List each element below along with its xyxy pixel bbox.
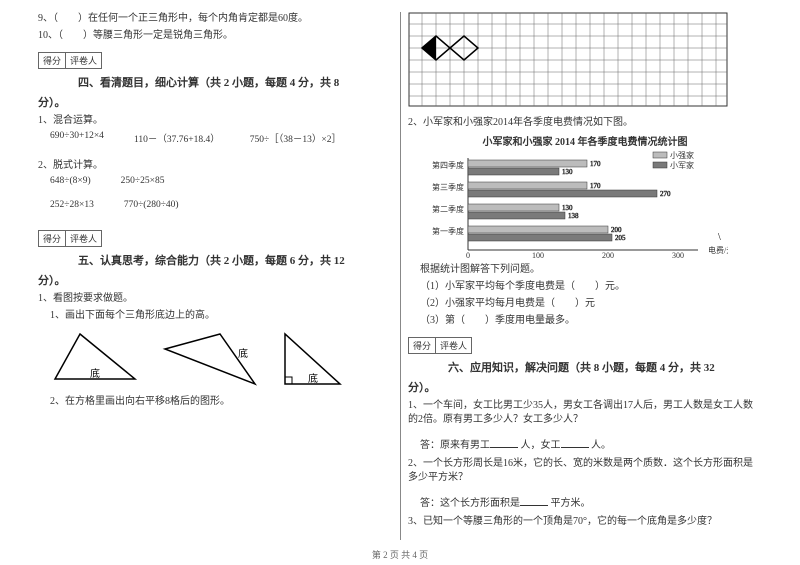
score-label: 得分 bbox=[39, 231, 66, 246]
right-column: 2、小军家和小强家2014年各季度电费情况如下图。 小军家和小强家 2014 年… bbox=[400, 12, 770, 540]
svg-text:205: 205 bbox=[615, 234, 626, 242]
q6-1: 1、一个车间，女工比男工少35人，男女工各调出17人后，男工人数是女工人数的2倍… bbox=[408, 399, 762, 427]
svg-text:300: 300 bbox=[672, 251, 684, 260]
svg-text:170: 170 bbox=[590, 160, 601, 168]
svg-text:\: \ bbox=[718, 232, 721, 243]
calc-row-2: 648÷(8×9) 250÷25×85 bbox=[50, 176, 392, 186]
section-6-title: 六、应用知识，解决问题（共 8 小题，每题 4 分，共 32 bbox=[448, 359, 762, 375]
cq3: （3）第（ ）季度用电量最多。 bbox=[420, 314, 762, 328]
s5-2: 2、在方格里画出向右平移8格后的图形。 bbox=[50, 395, 392, 409]
s4-1: 1、混合运算。 bbox=[38, 114, 392, 128]
svg-text:100: 100 bbox=[532, 251, 544, 260]
svg-text:电费/元: 电费/元 bbox=[708, 245, 728, 255]
score-box-4: 得分 评卷人 bbox=[38, 52, 102, 69]
page-footer: 第 2 页 共 4 页 bbox=[0, 548, 800, 561]
expr: 770÷(280÷40) bbox=[124, 200, 179, 210]
expr: 110－（37.76+18.4） bbox=[134, 131, 220, 145]
score-label: 得分 bbox=[39, 53, 66, 68]
score-box-6: 得分 评卷人 bbox=[408, 337, 472, 354]
left-column: 9、（ ）在任何一个正三角形中，每个内角肯定都是60度。 10、（ ）等腰三角形… bbox=[30, 12, 400, 540]
di-label: 底 bbox=[90, 367, 100, 380]
a6-2: 答：这个长方形面积是 平方米。 bbox=[420, 497, 762, 511]
column-divider bbox=[400, 12, 401, 540]
svg-text:第二季度: 第二季度 bbox=[432, 204, 464, 214]
cq1: （1）小军家平均每个季度电费是（ ）元。 bbox=[420, 280, 762, 294]
calc-row-1: 690÷30+12×4 110－（37.76+18.4） 750÷［（38－13… bbox=[50, 131, 392, 145]
section-4-fen: 分）。 bbox=[38, 94, 392, 110]
di-label: 底 bbox=[238, 347, 248, 360]
s4-2: 2、脱式计算。 bbox=[38, 159, 392, 173]
calc-row-3: 252÷28×13 770÷(280÷40) bbox=[50, 200, 392, 210]
grid-svg bbox=[408, 12, 728, 107]
expr: 750÷［（38－13）×2］ bbox=[250, 131, 341, 145]
svg-text:200: 200 bbox=[602, 251, 614, 260]
legend-a: 小强家 bbox=[670, 150, 694, 160]
q9: 9、（ ）在任何一个正三角形中，每个内角肯定都是60度。 bbox=[38, 12, 392, 26]
triangle-1: 底 bbox=[50, 329, 140, 389]
svg-text:130: 130 bbox=[562, 168, 573, 176]
svg-text:200: 200 bbox=[611, 226, 622, 234]
section-5-title: 五、认真思考，综合能力（共 2 小题，每题 6 分，共 12 bbox=[78, 252, 392, 268]
triangle-row: 底 底 底 bbox=[50, 329, 392, 389]
di-label: 底 bbox=[308, 372, 318, 385]
triangle-3: 底 bbox=[280, 329, 350, 389]
grid-figure bbox=[408, 12, 762, 110]
svg-text:270: 270 bbox=[660, 190, 671, 198]
score-label: 得分 bbox=[409, 338, 436, 353]
section-6-fen: 分）。 bbox=[408, 379, 762, 395]
blank bbox=[490, 447, 518, 448]
q10: 10、（ ）等腰三角形一定是锐角三角形。 bbox=[38, 29, 392, 43]
blank bbox=[561, 447, 589, 448]
chart-title: 小军家和小强家 2014 年各季度电费情况统计图 bbox=[408, 133, 762, 148]
a6-1: 答：原来有男工 人，女工 人。 bbox=[420, 439, 762, 453]
svg-text:130: 130 bbox=[562, 204, 573, 212]
q6-2: 2、一个长方形周长是16米，它的长、宽的米数是两个质数．这个长方形面积是多少平方… bbox=[408, 457, 762, 485]
q6-3: 3、已知一个等腰三角形的一个顶角是70°，它的每一个底角是多少度？ bbox=[408, 515, 762, 529]
triangle-2: 底 bbox=[160, 329, 260, 389]
s5-1a: 1、画出下面每个三角形底边上的高。 bbox=[50, 309, 392, 323]
cq2: （2）小强家平均每月电费是（ ）元 bbox=[420, 297, 762, 311]
after-chart: 根据统计图解答下列问题。 bbox=[420, 263, 762, 277]
legend-b: 小军家 bbox=[670, 160, 694, 170]
expr: 690÷30+12×4 bbox=[50, 131, 104, 145]
svg-text:第四季度: 第四季度 bbox=[432, 160, 464, 170]
svg-text:138: 138 bbox=[568, 212, 579, 220]
scorer-label: 评卷人 bbox=[66, 53, 101, 68]
scorer-label: 评卷人 bbox=[436, 338, 471, 353]
section-5-fen: 分）。 bbox=[38, 272, 392, 288]
expr: 648÷(8×9) bbox=[50, 176, 91, 186]
scorer-label: 评卷人 bbox=[66, 231, 101, 246]
score-box-5: 得分 评卷人 bbox=[38, 230, 102, 247]
s5-3: 2、小军家和小强家2014年各季度电费情况如下图。 bbox=[408, 116, 762, 130]
blank bbox=[520, 505, 548, 506]
bar-chart: 小强家 小军家 第四季度 第三季度 第二季度 第一季度 170 130 170 … bbox=[408, 150, 728, 260]
expr: 250÷25×85 bbox=[121, 176, 165, 186]
svg-text:第三季度: 第三季度 bbox=[432, 182, 464, 192]
svg-text:170: 170 bbox=[590, 182, 601, 190]
svg-text:第一季度: 第一季度 bbox=[432, 226, 464, 236]
section-4-title: 四、看清题目，细心计算（共 2 小题，每题 4 分，共 8 bbox=[78, 74, 392, 90]
s5-1: 1、看图按要求做题。 bbox=[38, 292, 392, 306]
svg-text:0: 0 bbox=[466, 251, 470, 260]
expr: 252÷28×13 bbox=[50, 200, 94, 210]
